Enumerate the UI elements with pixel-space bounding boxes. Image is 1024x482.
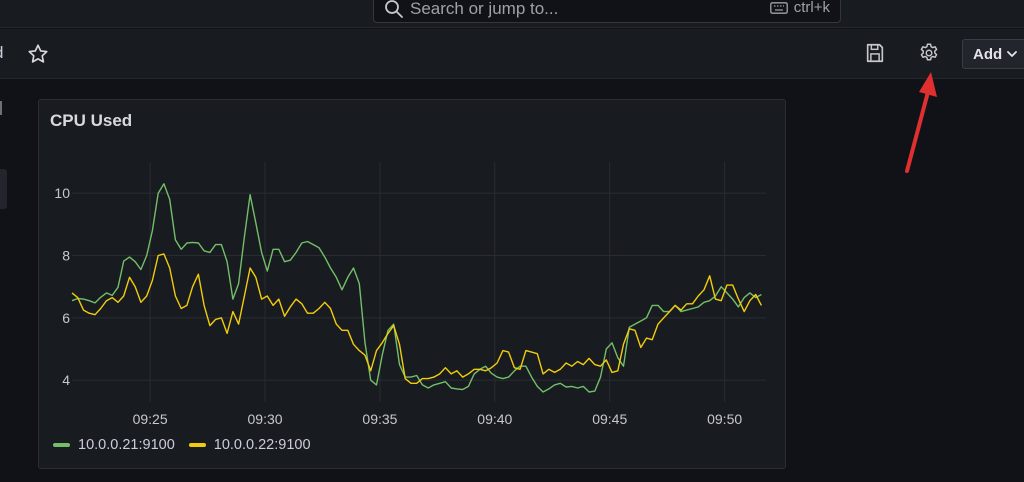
cpu-chart: 4 6 8 10 09:25 09:30 09:35 09:40 09:45 09:50: [54, 162, 766, 427]
y-tick-label: 4: [62, 372, 70, 388]
search-shortcut-label: ctrl+k: [793, 0, 830, 16]
top-bar: Search or jump to... ctrl+k: [0, 0, 1024, 28]
x-tick-label: 09:45: [592, 411, 627, 427]
scroll-handle[interactable]: [0, 101, 2, 115]
side-panel-tab[interactable]: [0, 169, 7, 209]
series-line-2: [71, 253, 763, 384]
panel-title[interactable]: CPU Used: [50, 111, 133, 130]
save-icon[interactable]: [864, 42, 886, 64]
keyboard-icon: [769, 1, 788, 14]
x-tick-label: 09:30: [248, 411, 283, 427]
cpu-used-panel[interactable]: 4 6 8 10 09:25 09:30 09:35 09:40 09:45 09:50 CPU …: [38, 99, 786, 469]
x-tick-label: 09:40: [477, 411, 512, 427]
star-icon[interactable]: [27, 43, 49, 65]
legend-item-series-1[interactable]: 10.0.0.21:9100: [53, 437, 175, 453]
breadcrumb[interactable]: d: [0, 43, 3, 63]
search-shortcut: ctrl+k: [769, 0, 830, 16]
legend-label: 10.0.0.21:9100: [78, 437, 175, 453]
legend-item-series-2[interactable]: 10.0.0.22:9100: [188, 437, 311, 453]
search-placeholder: Search or jump to...: [410, 0, 559, 18]
chart-legend: 10.0.0.21:9100 10.0.0.22:9100: [53, 437, 311, 453]
legend-swatch: [53, 443, 70, 447]
y-tick-label: 6: [62, 310, 70, 326]
y-tick-label: 10: [54, 185, 70, 201]
gear-icon[interactable]: [918, 42, 940, 64]
dashboard-toolbar: d Add: [0, 29, 1024, 79]
x-tick-label: 09:35: [362, 411, 397, 427]
add-button-label: Add: [973, 45, 1003, 63]
chevron-down-icon: [1007, 51, 1018, 57]
legend-label: 10.0.0.22:9100: [213, 437, 311, 453]
legend-swatch: [188, 443, 206, 447]
side-panel-edge: [0, 95, 8, 482]
series-line-1: [71, 183, 762, 393]
x-tick-label: 09:50: [707, 411, 742, 427]
y-tick-label: 8: [62, 248, 70, 264]
search-input[interactable]: Search or jump to... ctrl+k: [373, 0, 841, 23]
add-button[interactable]: Add: [962, 39, 1024, 69]
search-icon: [385, 0, 403, 18]
x-tick-label: 09:25: [133, 411, 168, 427]
